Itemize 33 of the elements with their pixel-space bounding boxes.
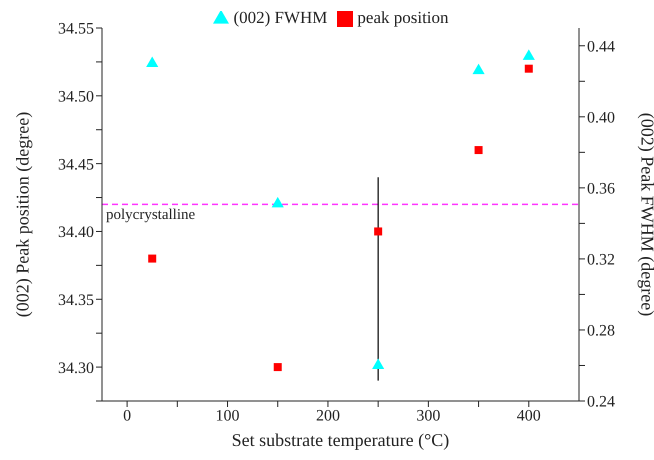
point [374, 227, 382, 236]
x-tick-label: 300 [416, 407, 440, 424]
point [146, 56, 158, 68]
point [274, 363, 282, 372]
legend-label: peak position [357, 8, 449, 27]
x-axis-title: Set substrate temperature (°C) [232, 430, 450, 450]
y2-axis-title: (002) Peak FWHM (degree) [638, 112, 654, 316]
y2-tick-label: 0.40 [587, 109, 615, 126]
y-tick-label: 34.30 [58, 360, 94, 377]
point [272, 196, 284, 208]
y2-tick-label: 0.32 [587, 252, 615, 269]
point [474, 146, 483, 154]
y2-tick-label: 0.36 [587, 180, 615, 198]
x-tick-label: 400 [516, 407, 541, 424]
y-tick-label: 34.35 [58, 292, 94, 309]
y2-tick-label: 0.24 [587, 394, 615, 411]
ref-line-label: polycrystalline [106, 206, 196, 223]
y-tick-label: 34.50 [58, 88, 94, 106]
x-tick-label: 0 [123, 407, 132, 424]
y-tick-label: 34.55 [58, 20, 94, 38]
point [524, 64, 533, 73]
point [372, 358, 384, 369]
x-tick-label: 200 [316, 407, 340, 424]
point [148, 254, 156, 263]
y-tick-label: 34.45 [58, 156, 94, 174]
y2-tick-label: 0.44 [587, 38, 615, 56]
y2-tick-label: 0.28 [587, 322, 615, 340]
point [522, 49, 535, 60]
x-tick-label: 100 [216, 407, 240, 424]
y-axis-title: (002) Peak position (degree) [12, 112, 32, 318]
point [472, 64, 485, 74]
y-tick-label: 34.40 [58, 224, 94, 242]
legend-label: (002) FWHM [233, 8, 328, 27]
